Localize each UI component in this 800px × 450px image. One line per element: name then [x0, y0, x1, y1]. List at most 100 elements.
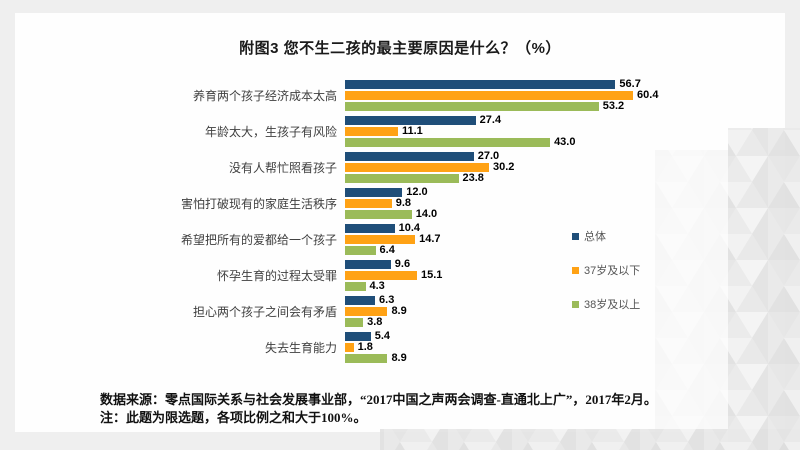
category-label: 希望把所有的爱都给一个孩子 — [180, 233, 337, 247]
bar-rows: 5.4 1.8 8.9 — [345, 330, 655, 364]
bar-row: 4.3 — [345, 280, 655, 292]
bar-row: 43.0 — [345, 136, 655, 148]
category-label: 害怕打破现有的家庭生活秩序 — [180, 197, 337, 211]
legend-item-overall: 总体 — [572, 228, 640, 244]
bar-value-label: 5.4 — [374, 330, 391, 342]
bar-value-label: 6.4 — [379, 244, 395, 256]
category-label: 担心两个孩子之间会有矛盾 — [192, 305, 337, 319]
category-label: 养育两个孩子经济成本太高 — [192, 89, 337, 103]
legend-label: 总体 — [584, 231, 606, 243]
category-label: 怀孕生育的过程太受罪 — [216, 269, 337, 283]
bar-value-label: 60.4 — [637, 89, 659, 101]
bar — [345, 188, 403, 197]
bar-row: 1.8 — [345, 341, 655, 353]
bar-value-label: 14.7 — [419, 233, 441, 245]
bar — [345, 199, 392, 208]
bar — [345, 318, 364, 327]
bar-row: 9.6 — [345, 258, 655, 270]
legend-item-age-38-over: 38岁及以上 — [572, 296, 640, 312]
bar-rows: 56.7 60.4 53.2 — [345, 78, 659, 112]
category-label: 没有人帮忙照看孩子 — [228, 161, 337, 175]
bar-value-label: 15.1 — [421, 269, 443, 281]
bar — [345, 343, 354, 352]
bar-group: 没有人帮忙照看孩子 27.0 30.2 23.8 — [105, 150, 675, 184]
bar-row: 8.9 — [345, 352, 655, 364]
bar — [345, 174, 459, 183]
legend-swatch-orange-icon — [572, 266, 579, 274]
bar — [345, 307, 388, 316]
note-line: 注：此题为限选题，各项比例之和大于100%。 — [100, 410, 367, 425]
legend-label: 37岁及以下 — [584, 265, 641, 277]
bar — [345, 80, 616, 89]
bar-chart: 养育两个孩子经济成本太高 56.7 60.4 53.2 年龄太大，生孩子有风险 27.4 1… — [105, 78, 675, 368]
bar-rows: 9.6 15.1 4.3 — [345, 258, 655, 292]
bar-value-label: 14.0 — [415, 208, 438, 220]
bar — [345, 246, 376, 255]
bar-row: 6.3 — [345, 294, 655, 306]
bar-value-label: 9.6 — [394, 258, 411, 270]
bar — [345, 224, 395, 233]
bar — [345, 282, 366, 291]
bar-group: 失去生育能力 5.4 1.8 8.9 — [105, 330, 675, 364]
bar-group: 担心两个孩子之间会有矛盾 6.3 8.9 3.8 — [105, 294, 675, 328]
bar — [345, 235, 416, 244]
bar-row: 10.4 — [345, 222, 655, 234]
bar-rows: 10.4 14.7 6.4 — [345, 222, 655, 256]
bar-value-label: 23.8 — [462, 172, 484, 184]
bar-rows: 12.0 9.8 14.0 — [345, 186, 655, 220]
bar-rows: 27.0 30.2 23.8 — [345, 150, 655, 184]
bar-row: 14.7 — [345, 233, 655, 245]
bar — [345, 91, 634, 100]
bar-row: 60.4 — [345, 89, 659, 101]
bar — [345, 260, 391, 269]
bar-group: 养育两个孩子经济成本太高 56.7 60.4 53.2 — [105, 78, 675, 112]
legend-swatch-blue-icon — [572, 232, 579, 240]
bar-group: 希望把所有的爱都给一个孩子 10.4 14.7 6.4 — [105, 222, 675, 256]
bar-row: 8.9 — [345, 305, 655, 317]
bar-value-label: 3.8 — [367, 316, 383, 328]
footer-notes: 数据来源：零点国际关系与社会发展事业部，“2017中国之声两会调查-直通北上广”… — [100, 391, 740, 427]
bar-row: 53.2 — [345, 100, 655, 112]
bar-group: 年龄太大，生孩子有风险 27.4 11.1 43.0 — [105, 115, 675, 148]
bar-value-label: 9.8 — [395, 197, 412, 209]
bar — [345, 127, 398, 136]
legend-item-age-37-under: 37岁及以下 — [572, 262, 640, 278]
bar-rows: 6.3 8.9 3.8 — [345, 294, 655, 328]
bar — [345, 138, 551, 147]
chart-legend: 总体 37岁及以下 38岁及以上 — [572, 228, 640, 330]
bar — [345, 296, 376, 305]
bar-value-label: 10.4 — [398, 222, 421, 234]
bar-value-label: 4.3 — [369, 280, 385, 292]
bar-value-label: 1.8 — [357, 341, 373, 353]
bar-row: 6.4 — [345, 244, 655, 256]
bar-value-label: 6.3 — [379, 294, 395, 306]
bar-row: 14.0 — [345, 208, 655, 220]
bar-row: 27.4 — [345, 115, 655, 126]
bar — [345, 163, 490, 172]
bar — [345, 116, 476, 125]
legend-label: 38岁及以上 — [584, 299, 641, 311]
bar-value-label: 12.0 — [406, 186, 428, 198]
bar — [345, 332, 371, 341]
bar — [345, 354, 388, 363]
bar-value-label: 43.0 — [554, 136, 576, 148]
bar-row: 27.0 — [345, 150, 655, 162]
bar-row: 56.7 — [345, 78, 655, 90]
bar — [345, 102, 599, 111]
bar-row: 12.0 — [345, 186, 655, 198]
category-label: 年龄太大，生孩子有风险 — [204, 125, 337, 139]
bar-value-label: 30.2 — [493, 161, 515, 173]
legend-swatch-green-icon — [572, 300, 579, 308]
bar-value-label: 11.1 — [401, 125, 423, 137]
bar — [345, 271, 417, 280]
bar-value-label: 53.2 — [602, 100, 625, 112]
bar — [345, 210, 412, 219]
data-source-line: 数据来源：零点国际关系与社会发展事业部，“2017中国之声两会调查-直通北上广”… — [100, 392, 657, 407]
bar-value-label: 56.7 — [619, 78, 641, 90]
bar-value-label: 27.0 — [477, 150, 500, 162]
bar-group: 怀孕生育的过程太受罪 9.6 15.1 4.3 — [105, 258, 675, 292]
bar-value-label: 8.9 — [391, 305, 407, 317]
bar-value-label: 8.9 — [391, 352, 407, 364]
category-label: 失去生育能力 — [264, 341, 337, 355]
